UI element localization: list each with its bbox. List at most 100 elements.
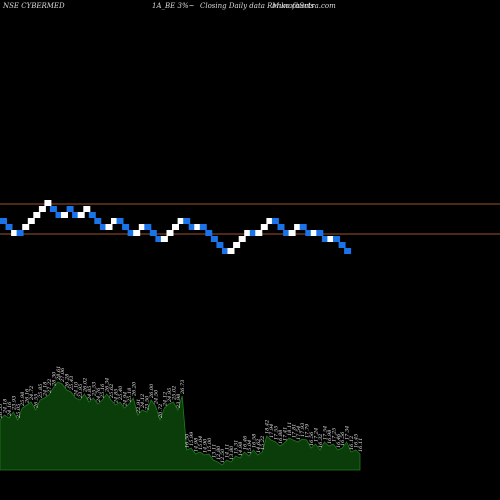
renko-up-brick <box>77 212 85 218</box>
renko-up-brick <box>177 218 185 224</box>
renko-down-brick <box>316 230 324 236</box>
volume-label: 15.00 <box>207 437 213 452</box>
renko-down-brick <box>16 230 24 236</box>
renko-down-brick <box>72 212 80 218</box>
volume-label: 17.25 <box>331 428 337 442</box>
renko-up-brick <box>105 224 113 230</box>
volume-label: 17.93 <box>300 423 306 437</box>
renko-up-brick <box>83 206 91 212</box>
volume-label: 24.85 <box>114 389 120 404</box>
volume-label: 17.34 <box>345 426 351 440</box>
renko-up-brick <box>33 212 41 218</box>
volume-label: 28.61 <box>56 366 62 381</box>
volume-label: 26.28 <box>65 374 71 389</box>
chart-header: NSE CYBERMED 1A_BE 3%~ Closing Daily dat… <box>0 2 500 14</box>
renko-down-brick <box>94 218 102 224</box>
volume-label: 23.93 <box>11 396 17 411</box>
volume-label: 24.72 <box>29 386 35 401</box>
renko-down-brick <box>49 206 57 212</box>
source-label: MunafaSutra.com <box>272 2 336 10</box>
renko-down-brick <box>344 248 352 254</box>
volume-label: 12.50 <box>220 448 226 463</box>
volume-label: 24.76 <box>96 387 102 403</box>
renko-down-brick <box>305 230 313 236</box>
renko-down-brick <box>338 242 346 248</box>
volume-label: 16.58 <box>251 434 257 448</box>
renko-up-brick <box>44 200 52 206</box>
renko-up-brick <box>22 224 30 230</box>
volume-label: 12.80 <box>216 445 222 460</box>
volume-label: 16.56 <box>309 431 315 446</box>
renko-down-brick <box>205 230 213 236</box>
volume-label: 15.22 <box>260 436 266 450</box>
volume-label: 16.46 <box>336 433 342 448</box>
volume-label: 25.18 <box>127 388 133 403</box>
volume-label: 23.95 <box>78 384 84 399</box>
volume-label: 17.41 <box>282 427 288 441</box>
volume-label: 25.02 <box>171 386 177 401</box>
series-label: 1A_BE 3%~ <box>152 2 195 10</box>
volume-label: 17.54 <box>296 426 302 440</box>
renko-down-brick <box>99 224 107 230</box>
renko-down-brick <box>122 224 130 230</box>
volume-label: 26.34 <box>105 378 111 393</box>
chart-caption: Closing Daily data Renko charts <box>200 2 315 10</box>
renko-down-brick <box>222 248 229 254</box>
volume-label: 15.04 <box>198 436 204 450</box>
volume-label: 14.11 <box>225 444 231 458</box>
renko-down-brick <box>321 236 329 242</box>
volume-label: 24.85 <box>87 386 93 401</box>
renko-down-brick <box>149 230 157 236</box>
renko-down-brick <box>188 224 196 230</box>
renko-up-brick <box>138 224 146 230</box>
volume-label: 15.04 <box>247 440 253 454</box>
volume-label: 17.24 <box>314 428 320 442</box>
volume-label: 26.00 <box>149 383 155 399</box>
renko-up-brick <box>244 230 252 236</box>
renko-down-brick <box>210 236 218 242</box>
renko-down-brick <box>55 212 63 218</box>
renko-up-brick <box>294 224 302 230</box>
renko-up-brick <box>266 218 274 224</box>
volume-label: 25.05 <box>16 404 22 419</box>
volume-label: 16.11 <box>358 438 364 452</box>
volume-label: 16.46 <box>242 435 248 450</box>
renko-up-brick <box>238 236 246 242</box>
volume-label: 20.72 <box>158 404 164 419</box>
renko-down-brick <box>0 218 7 224</box>
volume-label: 27.22 <box>47 379 53 394</box>
volume-label: 24.12 <box>162 392 168 407</box>
volume-label: 13.80 <box>229 445 235 460</box>
renko-up-brick <box>27 218 35 224</box>
renko-down-brick <box>127 230 135 236</box>
renko-down-brick <box>333 236 340 242</box>
volume-label: 25.85 <box>38 384 44 399</box>
volume-label: 25.98 <box>20 392 26 407</box>
renko-down-brick <box>116 218 124 224</box>
volume-label: 26.20 <box>131 381 137 397</box>
volume-label: 26.55 <box>0 404 4 419</box>
volume-label: 25.16 <box>100 383 106 399</box>
renko-up-brick <box>172 224 179 230</box>
volume-label: 17.54 <box>322 426 328 440</box>
volume-label: 17.81 <box>291 424 297 438</box>
renko-up-brick <box>260 224 268 230</box>
volume-label: 25.43 <box>69 376 75 391</box>
volume-label: 26.73 <box>180 380 186 395</box>
volume-label: 15.99 <box>189 431 195 446</box>
volume-label: 16.12 <box>349 436 355 450</box>
volume-label: 25.62 <box>109 384 115 399</box>
volume-label: 16.88 <box>278 430 284 444</box>
volume-label: 17.55 <box>274 426 280 440</box>
volume-label: 18.11 <box>287 422 293 436</box>
volume-label: 23.98 <box>176 394 182 409</box>
volume-label: 27.06 <box>60 367 66 383</box>
volume-label: 15.31 <box>234 440 240 454</box>
volume-label: 24.95 <box>167 388 173 403</box>
renko-down-brick <box>144 224 152 230</box>
renko-up-brick <box>61 212 68 218</box>
renko-up-brick <box>310 230 318 236</box>
renko-up-brick <box>133 230 141 236</box>
volume-label: 14.62 <box>256 439 262 453</box>
